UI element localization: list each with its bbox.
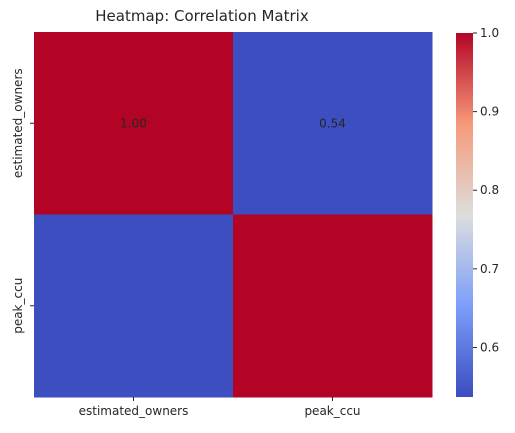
colorbar-tick-label: 1.0 — [480, 26, 499, 40]
cell-annotation: 0.54 — [319, 116, 346, 130]
x-axis: estimated_owners peak_ccu — [79, 397, 361, 418]
heatmap-cell — [34, 32, 234, 215]
colorbar-axis: 0.6 0.7 0.8 0.9 1.0 — [473, 26, 499, 354]
y-tick-label: peak_ccu — [11, 278, 25, 334]
y-tick-label: estimated_owners — [11, 68, 25, 178]
colorbar-tick-label: 0.7 — [480, 262, 499, 276]
heatmap-cell — [233, 214, 433, 398]
y-axis: estimated_owners peak_ccu — [11, 68, 34, 334]
colorbar-tick-label: 0.6 — [480, 340, 499, 354]
chart-title: Heatmap: Correlation Matrix — [95, 7, 309, 25]
heatmap-cell — [34, 214, 234, 398]
x-tick-label: estimated_owners — [79, 404, 189, 418]
colorbar — [456, 33, 473, 397]
x-tick-label: peak_ccu — [304, 404, 360, 418]
colorbar-tick-label: 0.9 — [480, 105, 499, 119]
heatmap-cells — [34, 32, 433, 398]
heatmap-cell — [233, 32, 433, 215]
cell-annotation: 1.00 — [120, 116, 147, 130]
cell-annotations: 1.00 0.54 — [120, 116, 346, 130]
colorbar-tick-label: 0.8 — [480, 183, 499, 197]
